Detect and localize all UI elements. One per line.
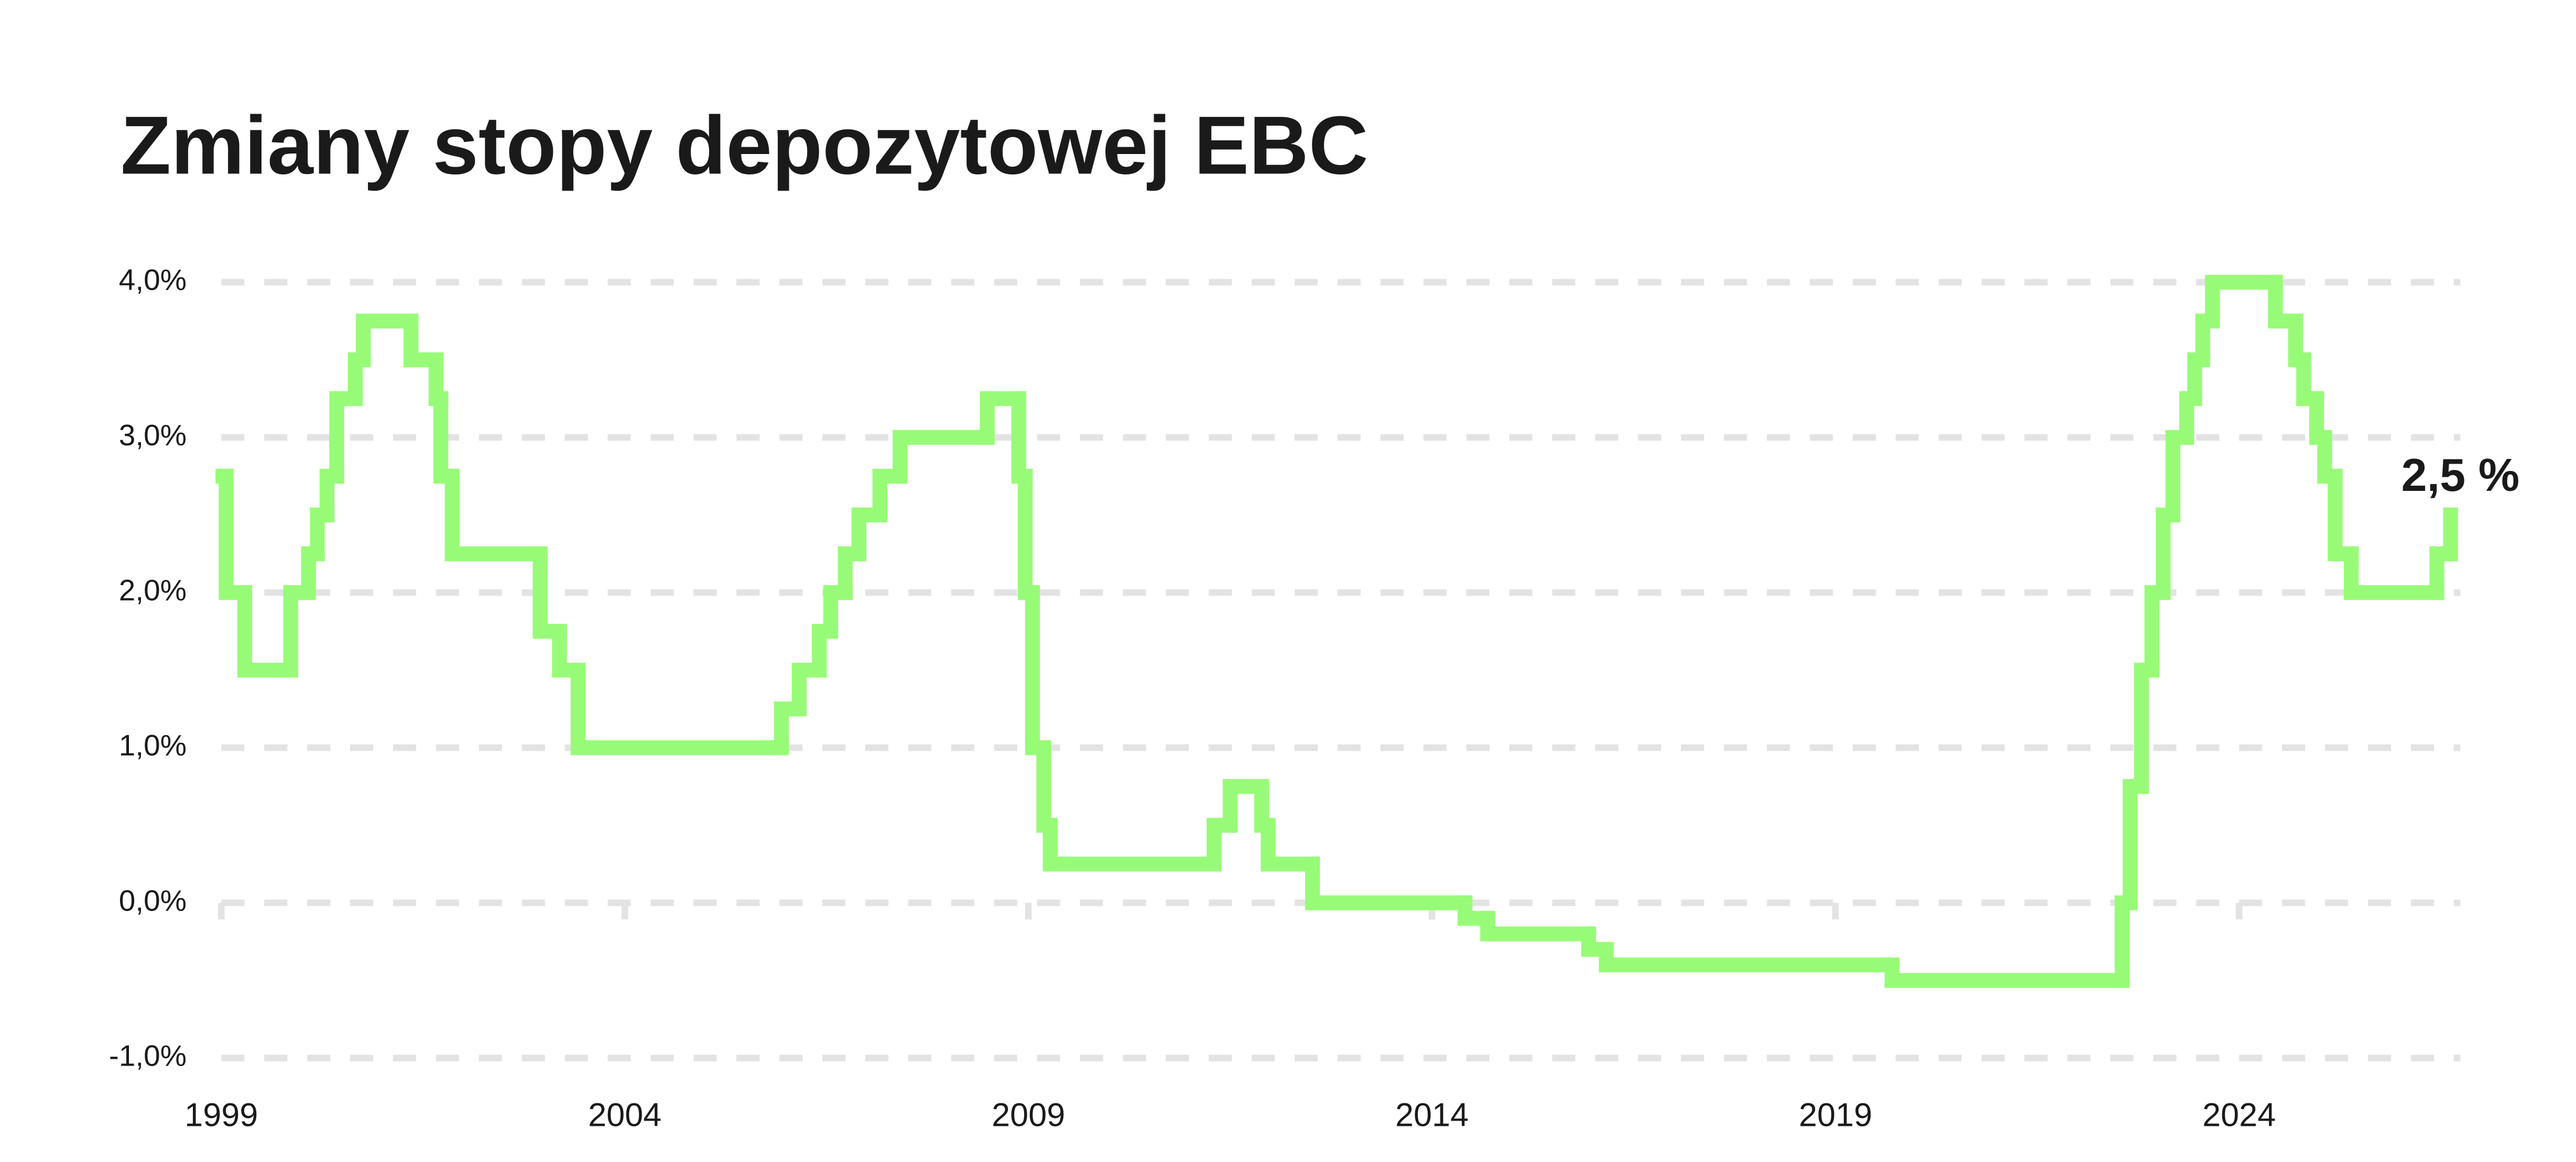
step-segment — [570, 662, 789, 755]
step-segment — [1036, 740, 1058, 833]
step-segment — [893, 430, 995, 484]
x-tick-label: 2014 — [1395, 1097, 1469, 1134]
end-label: 2,5 % — [2401, 449, 2520, 501]
step-segment — [1305, 857, 1473, 911]
step-segment — [1260, 818, 1320, 872]
step-segment — [1458, 895, 1495, 926]
step-segment — [356, 313, 419, 368]
step-segment — [2114, 895, 2138, 988]
y-tick-label: 1,0% — [119, 729, 187, 762]
y-tick-label: 2,0% — [119, 574, 187, 607]
x-tick-label: 2009 — [992, 1097, 1065, 1134]
step-segment — [1884, 957, 2130, 988]
step-segment — [1480, 911, 1596, 941]
y-tick-label: 3,0% — [119, 419, 187, 452]
step-segment — [403, 313, 444, 368]
step-segment — [1017, 468, 1040, 600]
x-tick-label: 2024 — [2202, 1097, 2276, 1134]
x-tick-label: 2019 — [1799, 1097, 1872, 1134]
step-segment — [1599, 942, 1900, 972]
step-segment — [1011, 391, 1033, 484]
step-segment — [1223, 779, 1269, 833]
step-segment — [2205, 275, 2283, 328]
x-tick-label: 2004 — [588, 1097, 661, 1134]
y-tick-label: -1,0% — [109, 1039, 187, 1072]
step-segment — [237, 585, 298, 678]
step-segment — [980, 391, 1026, 445]
step-segment — [444, 468, 548, 562]
chart-title: Zmiany stopy depozytowej EBC — [121, 99, 1368, 191]
y-tick-label: 0,0% — [119, 884, 187, 917]
x-tick-label: 1999 — [184, 1097, 258, 1134]
step-segment — [2344, 546, 2444, 600]
y-tick-label: 4,0% — [119, 264, 187, 297]
step-segment — [1042, 818, 1222, 872]
